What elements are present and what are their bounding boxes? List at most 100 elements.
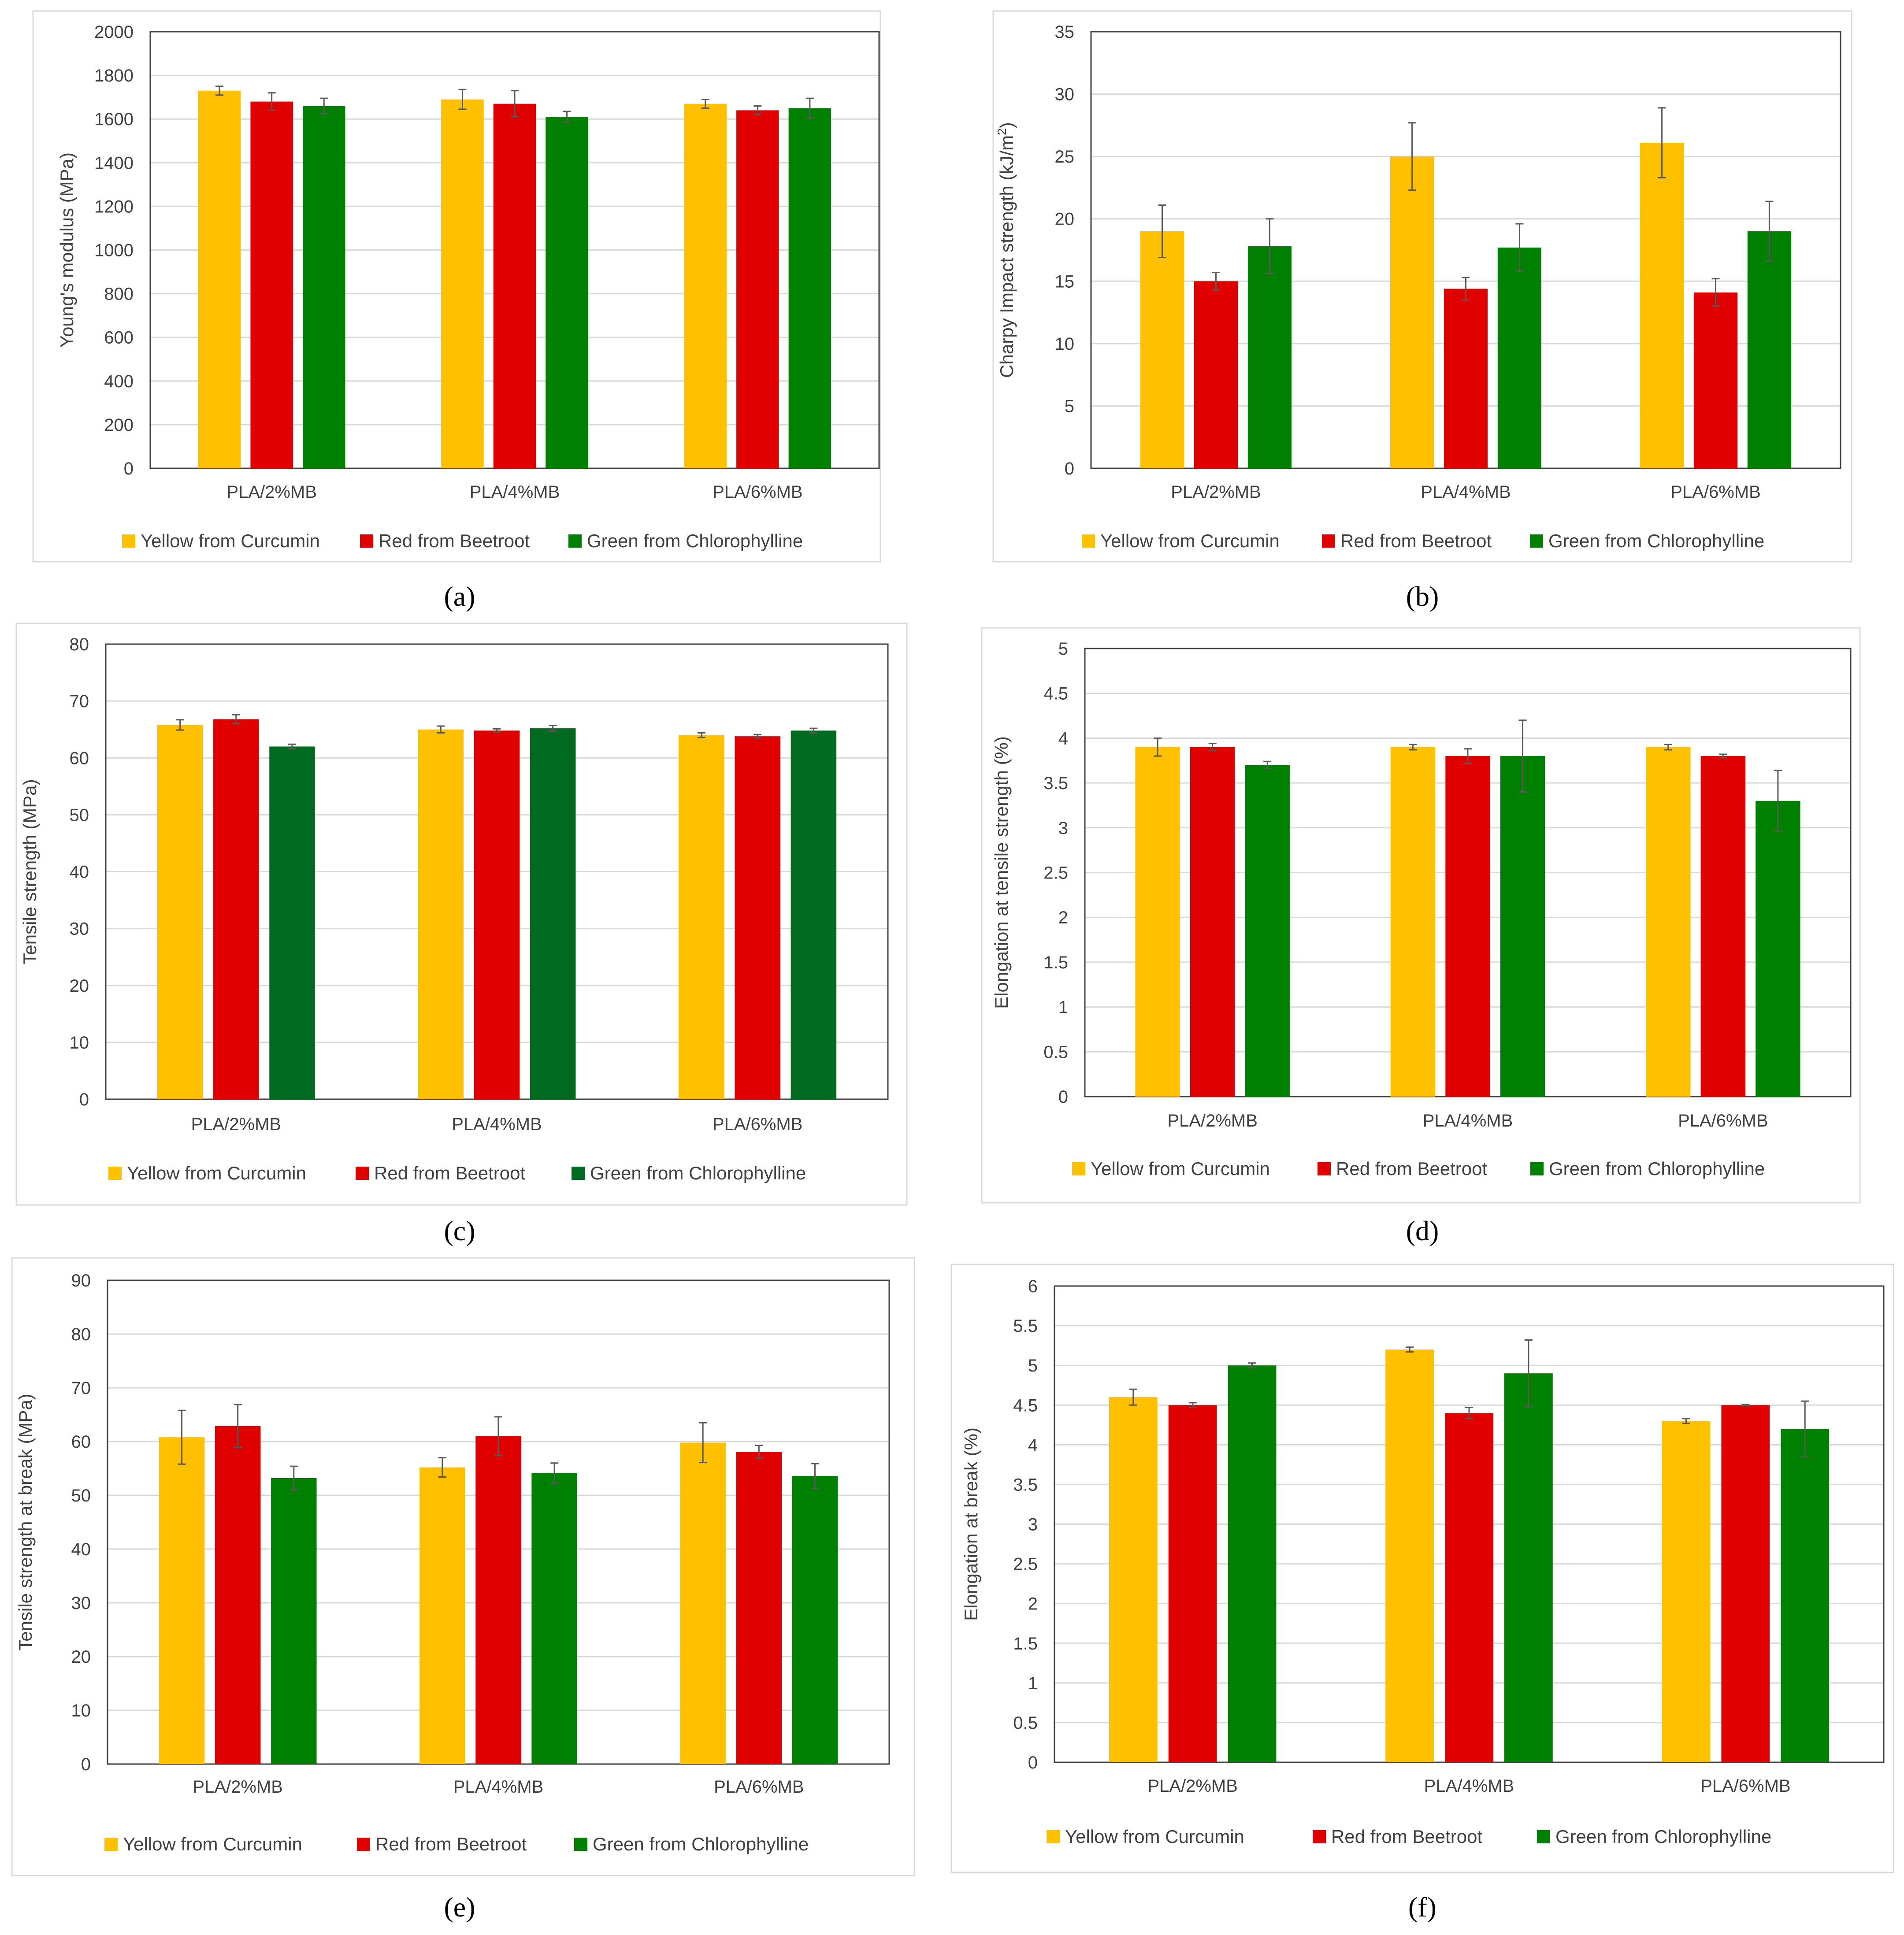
bar-green-chlorophylline-1 xyxy=(271,1478,317,1764)
legend-label-yellow-curcumin: Yellow from Curcumin xyxy=(127,1163,306,1183)
bar-green-chlorophylline-3 xyxy=(792,1476,838,1764)
bar-red-beetroot-1 xyxy=(1168,1405,1217,1762)
bar-red-beetroot-2 xyxy=(493,104,536,468)
y-tick-label: 3 xyxy=(1028,1515,1038,1535)
y-axis-label-tail: ) xyxy=(996,122,1017,128)
y-axis-label: Young's modulus (MPa) xyxy=(56,152,77,348)
bar-yellow-curcumin-3 xyxy=(679,735,724,1099)
legend-swatch-yellow-curcumin xyxy=(104,1838,118,1851)
bar-red-beetroot-1 xyxy=(213,719,259,1099)
y-tick-label: 60 xyxy=(71,1432,91,1452)
bar-yellow-curcumin-1 xyxy=(1109,1397,1158,1762)
bar-red-beetroot-1 xyxy=(215,1426,261,1764)
legend-label-red-beetroot: Red from Beetroot xyxy=(1336,1158,1487,1179)
y-tick-label: 0.5 xyxy=(1013,1713,1038,1733)
bar-yellow-curcumin-2 xyxy=(1390,747,1436,1097)
y-tick-label: 60 xyxy=(70,749,89,768)
chart-frame xyxy=(992,10,1852,563)
panel-caption-b: (b) xyxy=(1406,581,1439,612)
y-axis-label: Charpy Impact strength (kJ/m2) xyxy=(995,122,1017,378)
y-tick-label: 0 xyxy=(79,1090,89,1109)
y-tick-label: 50 xyxy=(70,805,89,825)
y-tick-label: 800 xyxy=(104,285,134,304)
y-tick-label: 80 xyxy=(71,1325,91,1344)
y-tick-label: 5 xyxy=(1065,397,1074,416)
y-tick-label: 30 xyxy=(1055,85,1075,104)
y-tick-label: 0 xyxy=(124,459,134,478)
bar-yellow-curcumin-1 xyxy=(157,725,203,1099)
y-tick-label: 70 xyxy=(71,1379,91,1398)
legend-label-green-chlorophylline: Green from Chlorophylline xyxy=(587,530,803,551)
y-tick-label: 5 xyxy=(1028,1356,1038,1375)
bar-green-chlorophylline-2 xyxy=(1497,247,1542,468)
bar-green-chlorophylline-1 xyxy=(1245,765,1290,1097)
x-tick-label: PLA/6%MB xyxy=(1678,1111,1768,1131)
chart-frame xyxy=(981,627,1861,1204)
legend-label-yellow-curcumin: Yellow from Curcumin xyxy=(141,530,320,551)
y-tick-label: 200 xyxy=(104,415,134,435)
legend-swatch-green-chlorophylline xyxy=(1530,534,1543,548)
y-tick-label: 1 xyxy=(1028,1674,1038,1693)
chart-frame xyxy=(950,1264,1894,1873)
bar-green-chlorophylline-2 xyxy=(546,117,588,468)
legend-label-red-beetroot: Red from Beetroot xyxy=(375,1834,527,1854)
bar-yellow-curcumin-3 xyxy=(684,104,727,468)
y-axis-label-text: Tensile strength at break (MPa) xyxy=(15,1394,36,1651)
x-tick-label: PLA/2%MB xyxy=(1147,1776,1238,1796)
y-tick-label: 2000 xyxy=(94,22,134,42)
bar-red-beetroot-2 xyxy=(1445,756,1490,1097)
legend-label-green-chlorophylline: Green from Chlorophylline xyxy=(1549,1158,1765,1179)
bar-red-beetroot-3 xyxy=(1693,292,1738,468)
y-tick-label: 50 xyxy=(71,1486,91,1505)
bar-yellow-curcumin-1 xyxy=(198,90,241,468)
x-tick-label: PLA/4%MB xyxy=(1423,1111,1513,1131)
x-tick-label: PLA/2%MB xyxy=(226,482,317,502)
bar-red-beetroot-3 xyxy=(1721,1405,1770,1762)
chart-panel-f: 0 0.5 1 1.5 2 2.5 3 3.5 4 4.5 5 5.5 6 PLA/2%MB PLA/4%M… xyxy=(950,1264,1894,1923)
chart-panel-c: 0 10 20 30 40 50 60 70 80 PLA/2%MB PLA/4%MB PLA/6%M… xyxy=(15,623,908,1246)
chart-panel-d: 0 0.5 1 1.5 2 2.5 3 3.5 4 4.5 5 PLA/2%MB PLA/4%MB PLA… xyxy=(981,627,1861,1246)
bar-red-beetroot-2 xyxy=(1445,1413,1493,1762)
y-tick-label: 15 xyxy=(1055,272,1075,291)
bar-green-chlorophylline-1 xyxy=(269,746,315,1099)
y-tick-label: 1800 xyxy=(94,66,134,85)
y-tick-label: 4.5 xyxy=(1043,684,1068,704)
y-axis-label-text: Tensile strength (MPa) xyxy=(19,779,40,964)
bar-yellow-curcumin-1 xyxy=(1135,747,1180,1097)
legend-swatch-green-chlorophylline xyxy=(1537,1830,1550,1843)
y-tick-label: 1600 xyxy=(94,110,134,129)
y-tick-label: 0.5 xyxy=(1043,1042,1068,1062)
bar-red-beetroot-1 xyxy=(1190,747,1235,1097)
x-tick-label: PLA/6%MB xyxy=(714,1777,804,1797)
y-tick-label: 0 xyxy=(1065,459,1074,478)
panel-caption-c: (c) xyxy=(444,1215,475,1246)
bar-yellow-curcumin-2 xyxy=(1390,156,1434,469)
legend-label-yellow-curcumin: Yellow from Curcumin xyxy=(1091,1158,1270,1179)
bar-green-chlorophylline-2 xyxy=(1500,756,1545,1097)
bar-red-beetroot-1 xyxy=(1194,281,1238,468)
y-axis-label-text: Young's modulus (MPa) xyxy=(56,152,77,348)
y-tick-label: 10 xyxy=(70,1033,89,1053)
bar-red-beetroot-2 xyxy=(475,1436,521,1764)
y-axis-label: Elongation at tensile strength (%) xyxy=(991,736,1012,1009)
y-tick-label: 0 xyxy=(81,1755,91,1774)
legend-swatch-green-chlorophylline xyxy=(572,1167,585,1180)
panel-caption-d: (d) xyxy=(1406,1215,1439,1246)
bar-red-beetroot-3 xyxy=(736,1452,782,1764)
y-tick-label: 70 xyxy=(70,692,89,711)
y-axis-label-text: Elongation at break (%) xyxy=(961,1427,981,1621)
y-tick-label: 20 xyxy=(71,1647,91,1667)
chart-frame xyxy=(11,1257,915,1876)
legend-label-green-chlorophylline: Green from Chlorophylline xyxy=(1548,530,1764,551)
bar-yellow-curcumin-2 xyxy=(441,99,484,469)
legend-label-green-chlorophylline: Green from Chlorophylline xyxy=(590,1163,806,1183)
bar-yellow-curcumin-3 xyxy=(680,1442,726,1764)
y-tick-label: 0 xyxy=(1058,1087,1068,1107)
y-tick-label: 2.5 xyxy=(1043,864,1068,883)
legend-swatch-red-beetroot xyxy=(357,1838,370,1851)
y-tick-label: 30 xyxy=(71,1594,91,1613)
x-tick-label: PLA/4%MB xyxy=(1424,1776,1514,1796)
legend-swatch-red-beetroot xyxy=(360,534,373,548)
x-tick-label: PLA/4%MB xyxy=(470,482,560,502)
